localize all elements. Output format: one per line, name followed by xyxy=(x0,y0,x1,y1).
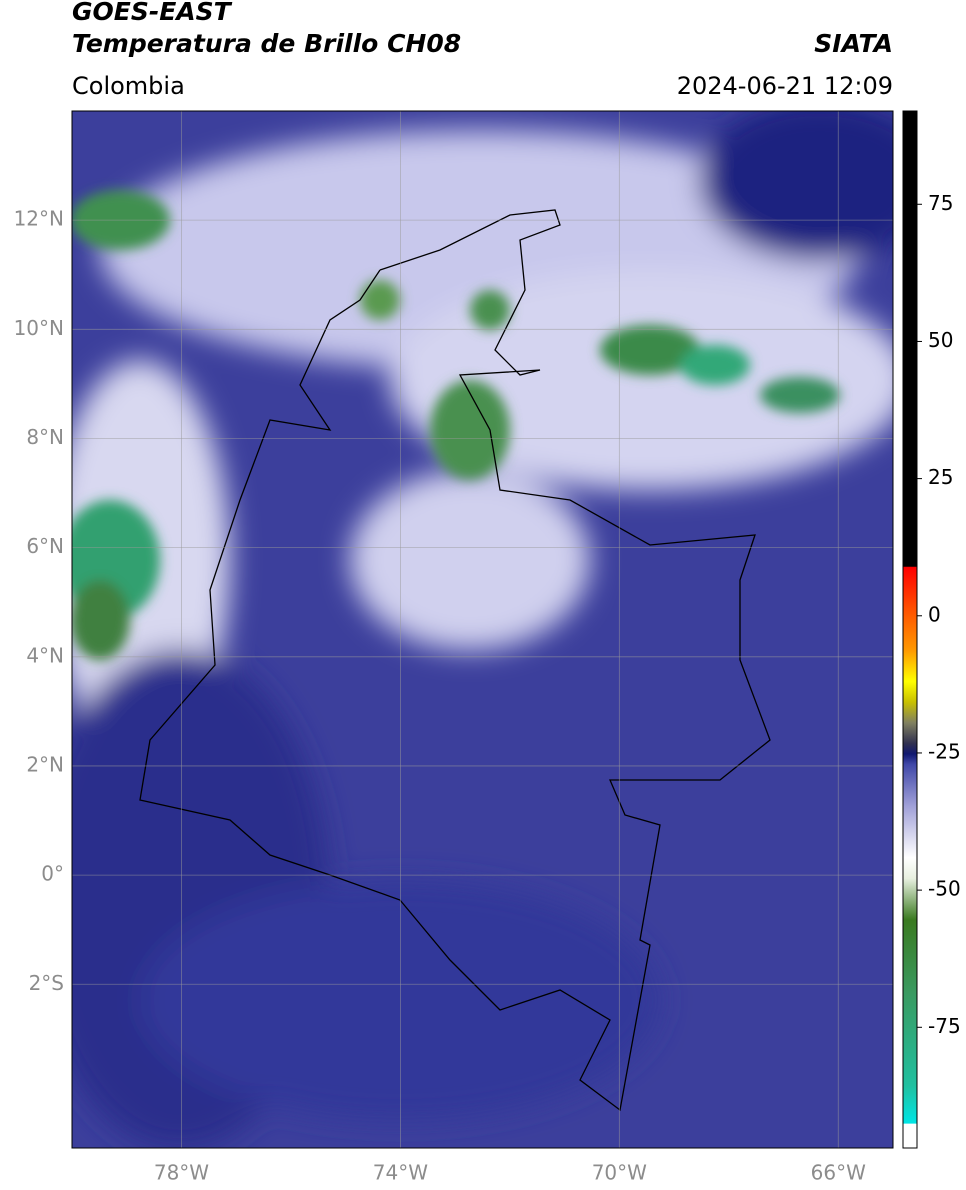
colorbar-tick-label: 50 xyxy=(928,328,953,352)
lon-tick-label: 74°W xyxy=(373,1161,428,1185)
colorbar xyxy=(902,110,918,1149)
lon-tick-label: 66°W xyxy=(811,1161,866,1185)
lat-tick-label: 4°N xyxy=(26,643,64,667)
lat-tick-label: 10°N xyxy=(14,316,64,340)
lon-tick-label: 70°W xyxy=(592,1161,647,1185)
region: Colombia xyxy=(72,72,185,100)
map-frame xyxy=(71,110,894,1149)
colorbar-tick-label: -50 xyxy=(928,877,961,901)
source: SIATA xyxy=(814,29,893,58)
colorbar-tick-label: 25 xyxy=(928,465,953,489)
title: GOES-EAST xyxy=(72,0,233,26)
lat-tick-label: 12°N xyxy=(14,207,64,231)
lat-tick-label: 8°N xyxy=(26,425,64,449)
country-border xyxy=(139,209,771,1112)
colorbar-tick-label: -75 xyxy=(928,1014,961,1038)
timestamp: 2024-06-21 12:09 xyxy=(677,72,893,100)
colorbar-tick-label: -25 xyxy=(928,739,961,763)
satellite-image xyxy=(72,111,893,1148)
lat-tick-label: 0° xyxy=(41,862,64,886)
lon-tick-label: 78°W xyxy=(154,1161,209,1185)
lat-tick-label: 6°N xyxy=(26,534,64,558)
lat-tick-label: 2°S xyxy=(29,971,64,995)
subtitle: Temperatura de Brillo CH08 xyxy=(72,29,461,58)
colorbar-tick-label: 0 xyxy=(928,602,941,626)
lat-tick-label: 2°N xyxy=(26,752,64,776)
colorbar-tick-label: 75 xyxy=(928,191,953,215)
